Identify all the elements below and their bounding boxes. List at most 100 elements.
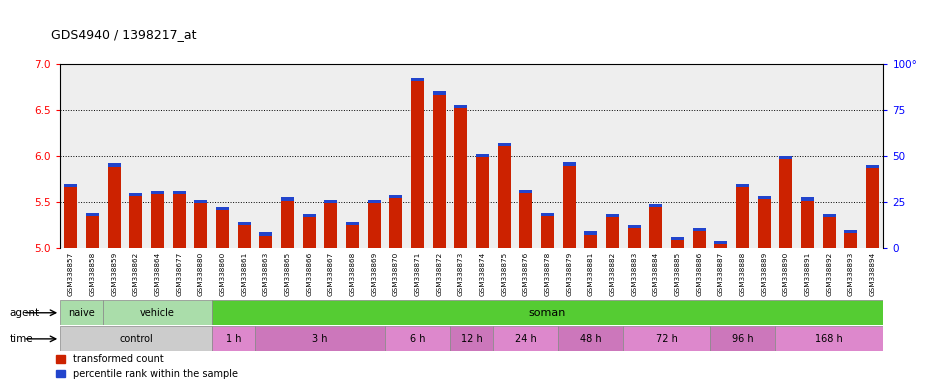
Bar: [173, 191, 186, 248]
Text: 168 h: 168 h: [815, 334, 843, 344]
Bar: [86, 213, 99, 248]
Text: GSM338873: GSM338873: [458, 252, 464, 296]
Bar: [302, 214, 315, 217]
Bar: [736, 184, 749, 187]
Text: GSM338870: GSM338870: [393, 252, 399, 296]
Bar: [710, 326, 775, 351]
Bar: [801, 197, 814, 248]
Bar: [368, 200, 381, 204]
Bar: [758, 195, 771, 199]
Text: GSM338882: GSM338882: [610, 252, 615, 296]
Bar: [541, 213, 554, 216]
Bar: [736, 184, 749, 248]
Text: GSM338881: GSM338881: [588, 252, 594, 296]
Bar: [411, 78, 424, 81]
Bar: [385, 326, 450, 351]
Bar: [671, 237, 684, 240]
Text: 1 h: 1 h: [226, 334, 241, 344]
FancyBboxPatch shape: [212, 300, 883, 325]
Bar: [389, 195, 402, 248]
Bar: [493, 326, 559, 351]
Text: GSM338869: GSM338869: [371, 252, 377, 296]
Text: GSM338859: GSM338859: [111, 252, 117, 296]
Bar: [454, 105, 467, 248]
Text: agent: agent: [9, 308, 40, 318]
Text: GSM338894: GSM338894: [870, 252, 876, 296]
FancyBboxPatch shape: [104, 300, 212, 325]
Bar: [65, 184, 78, 248]
Bar: [389, 195, 402, 198]
Bar: [714, 241, 727, 244]
Text: GSM338890: GSM338890: [783, 252, 789, 296]
Text: 6 h: 6 h: [410, 334, 426, 344]
Bar: [130, 193, 142, 196]
Text: soman: soman: [529, 308, 566, 318]
Bar: [238, 222, 251, 225]
Bar: [86, 213, 99, 216]
Bar: [559, 326, 623, 351]
Bar: [520, 190, 533, 248]
Legend: transformed count, percentile rank within the sample: transformed count, percentile rank withi…: [56, 354, 239, 379]
Bar: [780, 156, 793, 159]
FancyBboxPatch shape: [60, 300, 104, 325]
Bar: [758, 195, 771, 248]
Bar: [194, 200, 207, 204]
Bar: [649, 204, 662, 207]
Bar: [173, 191, 186, 194]
Text: 3 h: 3 h: [313, 334, 327, 344]
Bar: [368, 200, 381, 248]
Text: GSM338871: GSM338871: [414, 252, 421, 296]
Bar: [151, 191, 164, 194]
Text: GSM338879: GSM338879: [566, 252, 573, 296]
Text: GSM338887: GSM338887: [718, 252, 724, 296]
Bar: [671, 237, 684, 248]
Text: GSM338857: GSM338857: [68, 252, 74, 296]
Bar: [454, 105, 467, 108]
Bar: [845, 230, 857, 248]
Bar: [498, 143, 511, 146]
Text: time: time: [9, 334, 33, 344]
Bar: [450, 326, 493, 351]
Bar: [325, 200, 338, 248]
Bar: [65, 184, 78, 187]
Bar: [562, 162, 575, 248]
Bar: [845, 230, 857, 233]
Text: GSM338867: GSM338867: [328, 252, 334, 296]
Bar: [649, 204, 662, 248]
Bar: [216, 207, 229, 248]
Text: GSM338886: GSM338886: [697, 252, 702, 296]
Bar: [130, 193, 142, 248]
Bar: [411, 78, 424, 248]
Bar: [238, 222, 251, 248]
Bar: [325, 200, 338, 204]
Text: GSM338861: GSM338861: [241, 252, 247, 296]
Bar: [775, 326, 883, 351]
Text: GSM338893: GSM338893: [848, 252, 854, 296]
Bar: [628, 225, 641, 248]
Text: GDS4940 / 1398217_at: GDS4940 / 1398217_at: [51, 28, 196, 41]
Text: GSM338677: GSM338677: [177, 252, 182, 296]
Text: GSM338889: GSM338889: [761, 252, 767, 296]
Text: GSM338860: GSM338860: [219, 252, 226, 296]
Text: GSM338885: GSM338885: [674, 252, 681, 296]
Bar: [623, 326, 710, 351]
Bar: [281, 197, 294, 200]
Bar: [801, 197, 814, 200]
Bar: [693, 228, 706, 248]
Text: GSM338875: GSM338875: [501, 252, 507, 296]
Text: GSM338862: GSM338862: [133, 252, 139, 296]
Bar: [433, 91, 446, 94]
Bar: [585, 232, 598, 235]
Bar: [606, 214, 619, 217]
Text: 72 h: 72 h: [656, 334, 678, 344]
Text: naive: naive: [68, 308, 95, 318]
Text: 48 h: 48 h: [580, 334, 602, 344]
Bar: [714, 241, 727, 248]
Text: GSM338874: GSM338874: [479, 252, 486, 296]
Text: 12 h: 12 h: [461, 334, 483, 344]
Bar: [498, 143, 511, 248]
Text: control: control: [119, 334, 153, 344]
Bar: [476, 154, 489, 157]
Bar: [302, 214, 315, 248]
Bar: [866, 165, 879, 248]
